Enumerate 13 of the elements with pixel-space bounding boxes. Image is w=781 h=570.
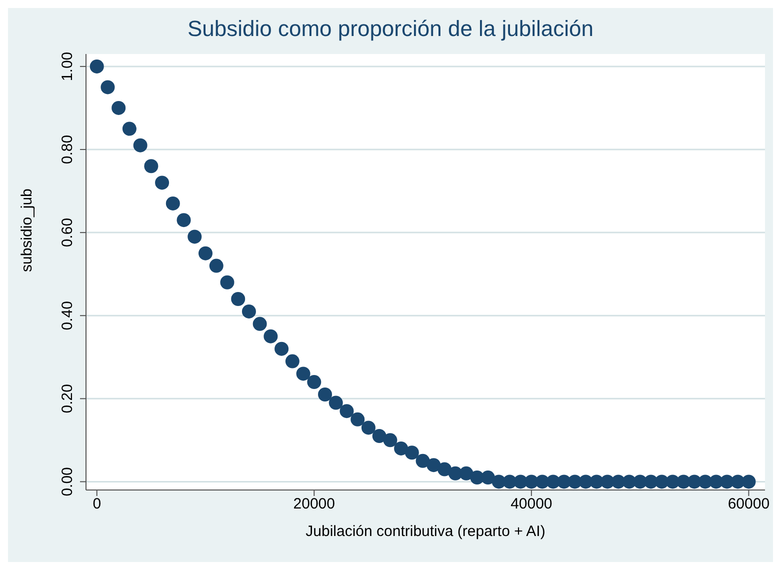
x-tick-label: 20000 (293, 496, 336, 513)
x-tick-label: 40000 (510, 496, 552, 513)
chart-title: Subsidio como proporción de la jubilación (186, 16, 595, 42)
y-tick-label: 0.20 (59, 384, 76, 414)
y-tick-label: 0.40 (59, 301, 76, 330)
x-axis-title: Jubilación contributiva (reparto + AI) (306, 523, 546, 540)
x-tick-label: 0 (92, 496, 102, 513)
y-axis-title: subsidio_jub (18, 188, 36, 272)
y-tick-label: 1.00 (59, 52, 76, 82)
y-tick-label: 0.80 (59, 134, 76, 164)
y-tick-label: 0.60 (59, 218, 76, 248)
y-tick-label: 0.00 (59, 467, 76, 496)
x-tick-label: 60000 (728, 496, 770, 513)
